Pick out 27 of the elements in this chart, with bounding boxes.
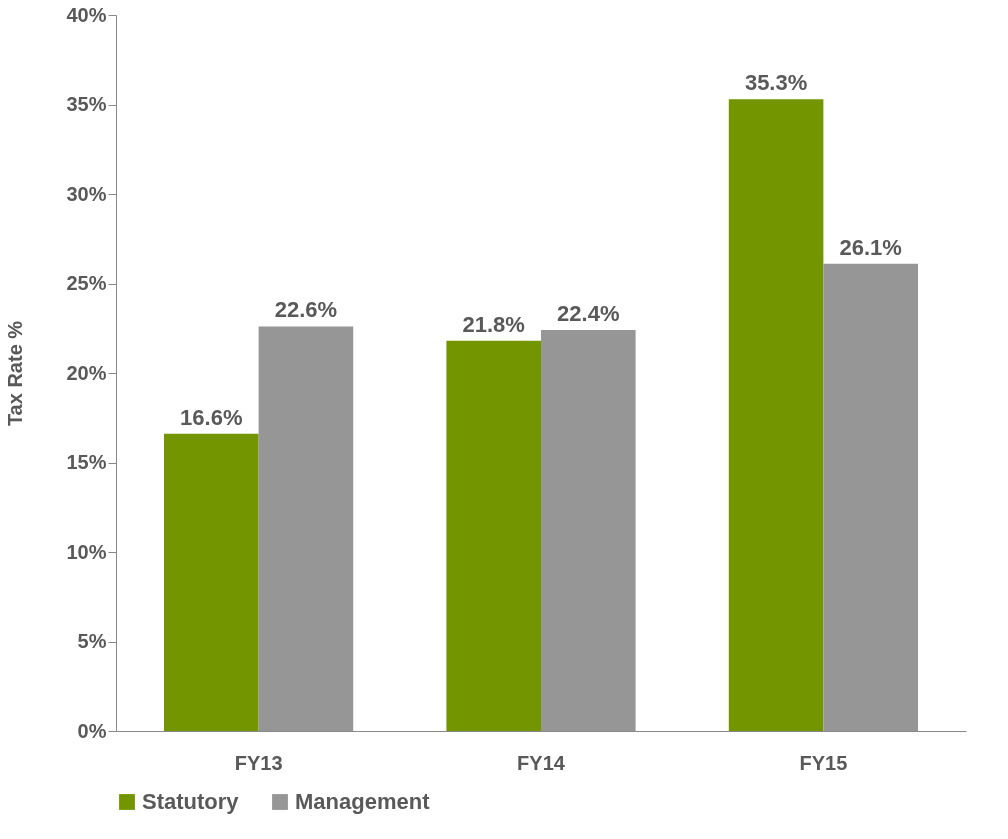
y-tick-label: 10% <box>66 540 107 563</box>
bar <box>728 99 824 731</box>
bar <box>258 326 354 731</box>
data-label: 16.6% <box>180 404 243 430</box>
y-tick-label: 20% <box>66 361 107 384</box>
y-tick-label: 40% <box>66 3 107 26</box>
x-tick-label: FY15 <box>799 751 848 774</box>
y-axis-title: Tax Rate % <box>4 320 27 427</box>
data-label: 22.4% <box>557 301 620 327</box>
y-tick-label: 5% <box>77 630 107 652</box>
data-label: 22.6% <box>274 297 338 323</box>
legend-label: Statutory <box>142 789 240 814</box>
legend-label: Management <box>295 789 431 814</box>
bar <box>541 330 636 731</box>
y-tick-label: 35% <box>66 93 107 115</box>
bar <box>446 340 541 731</box>
y-tick-label: 15% <box>66 451 107 473</box>
x-tick-label: FY13 <box>234 751 283 774</box>
data-label: 35.3% <box>744 70 808 96</box>
data-label: 26.1% <box>839 234 902 260</box>
bar <box>823 263 918 731</box>
data-label: 21.8% <box>462 311 525 337</box>
y-tick-label: 25% <box>66 272 107 294</box>
y-tick-label: 30% <box>66 182 107 205</box>
bar <box>164 433 259 731</box>
x-tick-label: FY14 <box>517 751 566 774</box>
y-tick-label: 0% <box>77 719 107 742</box>
